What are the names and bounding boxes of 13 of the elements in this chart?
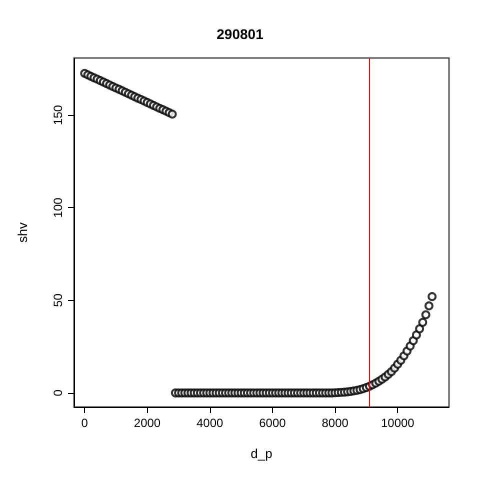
x-tick-label: 10000 [380,416,415,430]
y-tick-label: 100 [51,197,65,218]
x-tick-label: 4000 [196,416,224,430]
y-tick-label: 150 [51,104,65,126]
x-tick-label: 2000 [134,416,161,430]
x-axis-title: d_p [250,446,272,461]
x-tick-label: 8000 [322,416,349,430]
y-axis-title: shv [15,222,30,243]
y-tick-label: 50 [51,293,65,307]
y-tick-label: 0 [51,389,65,396]
x-tick-label: 0 [81,416,88,430]
chart-title: 290801 [216,26,264,42]
x-tick-label: 6000 [259,416,286,430]
